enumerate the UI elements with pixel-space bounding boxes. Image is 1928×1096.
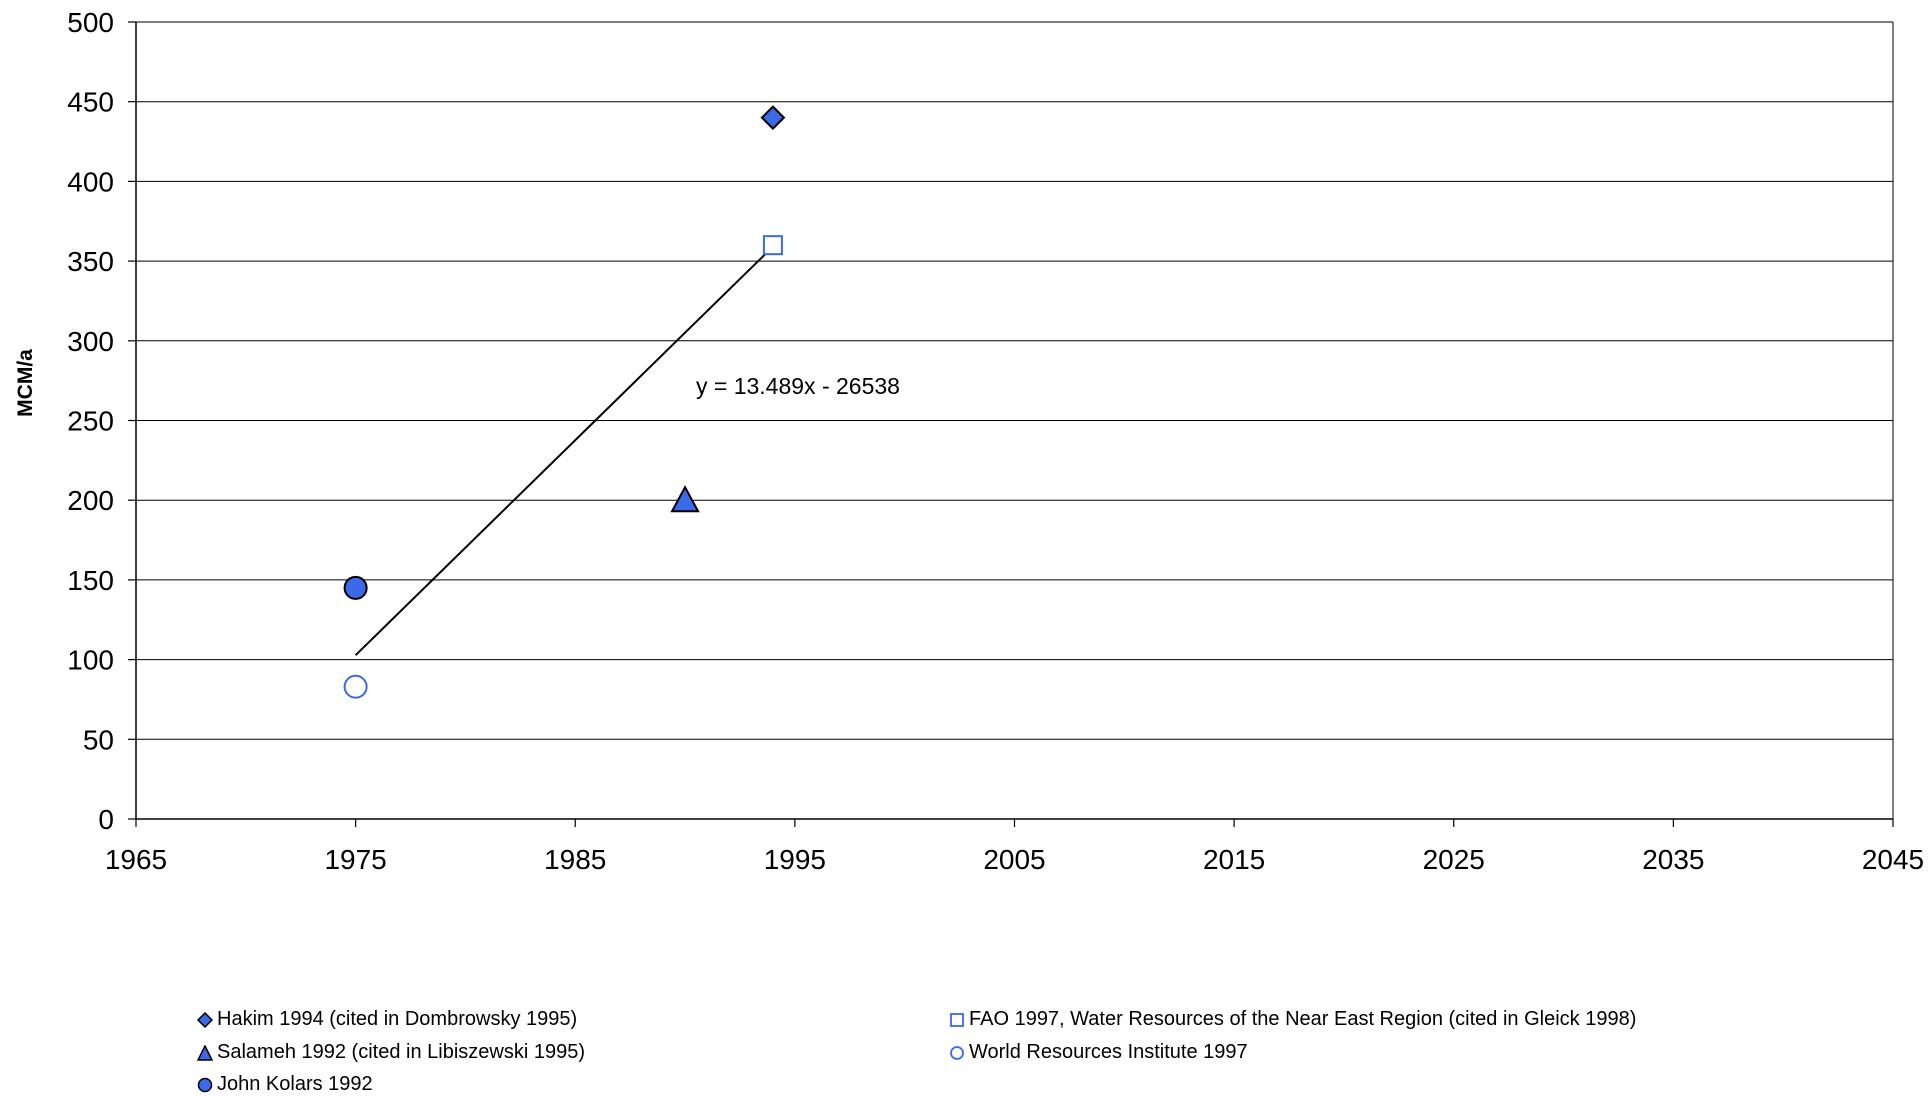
y-tick-label: 350 (67, 246, 114, 277)
y-tick-label: 150 (67, 565, 114, 596)
data-point-circle (343, 575, 368, 600)
data-points (343, 105, 786, 699)
y-tick-label: 0 (98, 804, 114, 835)
x-tick-label: 2025 (1423, 844, 1485, 875)
x-tick-label: 1975 (324, 844, 386, 875)
y-tick-label: 200 (67, 485, 114, 516)
data-point-diamond (760, 105, 786, 131)
y-tick-label: 300 (67, 326, 114, 357)
x-tick-label: 2045 (1862, 844, 1924, 875)
tick-labels: 0 50 100 150 200 250 300 350 400 450 500 1965 1975 19… (67, 7, 1924, 875)
axes (128, 21, 1894, 827)
trendline-equation: y = 13.489x - 26538 (696, 373, 900, 399)
trendline (354, 245, 774, 656)
x-tick-label: 2015 (1203, 844, 1265, 875)
y-tick-label: 500 (67, 7, 114, 38)
x-tick-label: 2005 (983, 844, 1045, 875)
y-tick-label: 50 (83, 724, 114, 755)
data-point-triangle (670, 485, 700, 513)
x-tick-label: 2035 (1642, 844, 1704, 875)
y-tick-label: 450 (67, 87, 114, 118)
trendline-group: y = 13.489x - 26538 (354, 245, 900, 656)
data-point-circle (343, 674, 368, 699)
x-tick-label: 1965 (105, 844, 167, 875)
x-tick-label: 1995 (764, 844, 826, 875)
y-tick-label: 100 (67, 645, 114, 676)
y-tick-label: 400 (67, 166, 114, 197)
data-point-square (762, 235, 783, 256)
y-tick-label: 250 (67, 406, 114, 437)
y-axis-label: MCM/a (14, 349, 37, 417)
grid-lines (136, 21, 1893, 740)
x-tick-label: 1985 (544, 844, 606, 875)
